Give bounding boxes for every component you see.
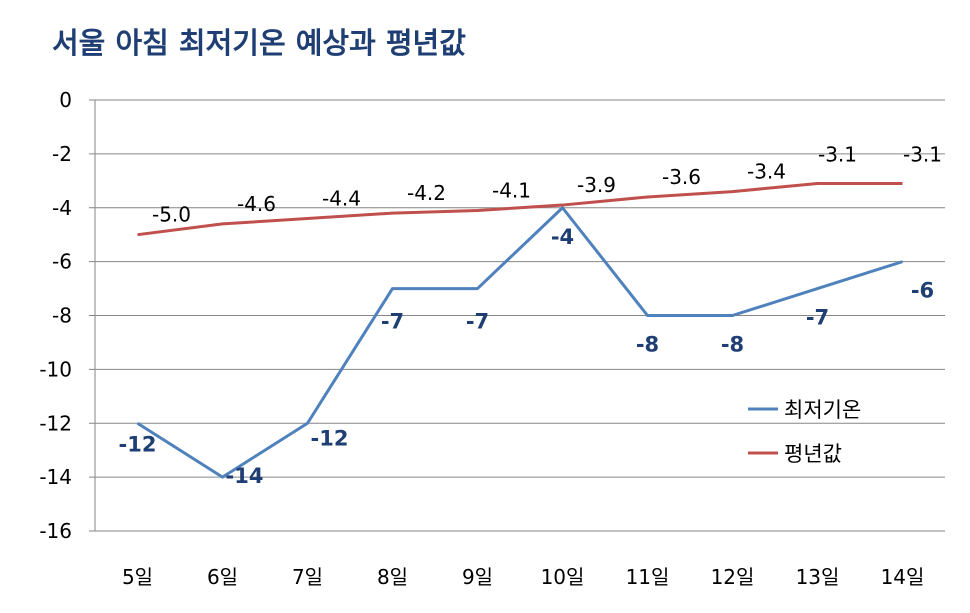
data-label-low-temp: -14 bbox=[226, 464, 264, 488]
legend-label: 평년값 bbox=[784, 442, 842, 466]
data-label-normal: -5.0 bbox=[152, 203, 191, 227]
series-line-normal bbox=[137, 182, 903, 237]
x-tick-label: 5일 bbox=[122, 565, 153, 589]
data-label-normal: -3.4 bbox=[747, 160, 786, 184]
data-label-low-temp: -12 bbox=[311, 426, 349, 450]
y-tick-label: -4 bbox=[52, 196, 72, 220]
data-label-normal: -4.4 bbox=[322, 187, 361, 211]
x-tick-label: 9일 bbox=[462, 565, 493, 589]
y-tick-label: -12 bbox=[39, 411, 72, 435]
data-label-normal: -3.6 bbox=[662, 165, 701, 189]
x-tick-label: 8일 bbox=[377, 565, 408, 589]
data-label-normal: -4.6 bbox=[237, 192, 276, 216]
y-tick-label: -10 bbox=[39, 357, 72, 381]
x-tick-label: 7일 bbox=[292, 565, 323, 589]
y-tick-label: -14 bbox=[39, 465, 72, 489]
x-tick-label: 10일 bbox=[541, 565, 585, 589]
series-line-low-temp bbox=[136, 206, 903, 479]
chart-title: 서울 아침 최저기온 예상과 평년값 bbox=[52, 26, 466, 60]
data-label-low-temp: -7 bbox=[381, 310, 404, 334]
data-label-low-temp: -12 bbox=[119, 432, 157, 456]
data-label-low-temp: -8 bbox=[721, 333, 744, 357]
y-tick-label: -8 bbox=[52, 304, 72, 328]
data-label-normal: -3.1 bbox=[818, 143, 857, 167]
data-label-low-temp: -7 bbox=[466, 310, 489, 334]
data-label-low-temp: -6 bbox=[911, 279, 934, 303]
data-label-normal: -3.9 bbox=[577, 173, 616, 197]
y-tick-label: -16 bbox=[39, 519, 72, 543]
data-label-normal: -4.2 bbox=[407, 181, 446, 205]
data-label-normal: -3.1 bbox=[903, 143, 942, 167]
data-label-low-temp: -7 bbox=[806, 306, 829, 330]
data-label-normal: -4.1 bbox=[492, 178, 531, 202]
y-tick-label: 0 bbox=[59, 88, 72, 112]
y-tick-label: -6 bbox=[52, 250, 72, 274]
x-tick-label: 11일 bbox=[626, 565, 670, 589]
x-tick-label: 14일 bbox=[881, 565, 925, 589]
data-label-low-temp: -4 bbox=[551, 225, 574, 249]
legend-label: 최저기온 bbox=[784, 398, 861, 422]
x-tick-label: 13일 bbox=[796, 565, 840, 589]
y-tick-label: -2 bbox=[52, 142, 72, 166]
x-tick-label: 6일 bbox=[207, 565, 238, 589]
x-tick-label: 12일 bbox=[711, 565, 755, 589]
data-label-low-temp: -8 bbox=[636, 333, 659, 357]
